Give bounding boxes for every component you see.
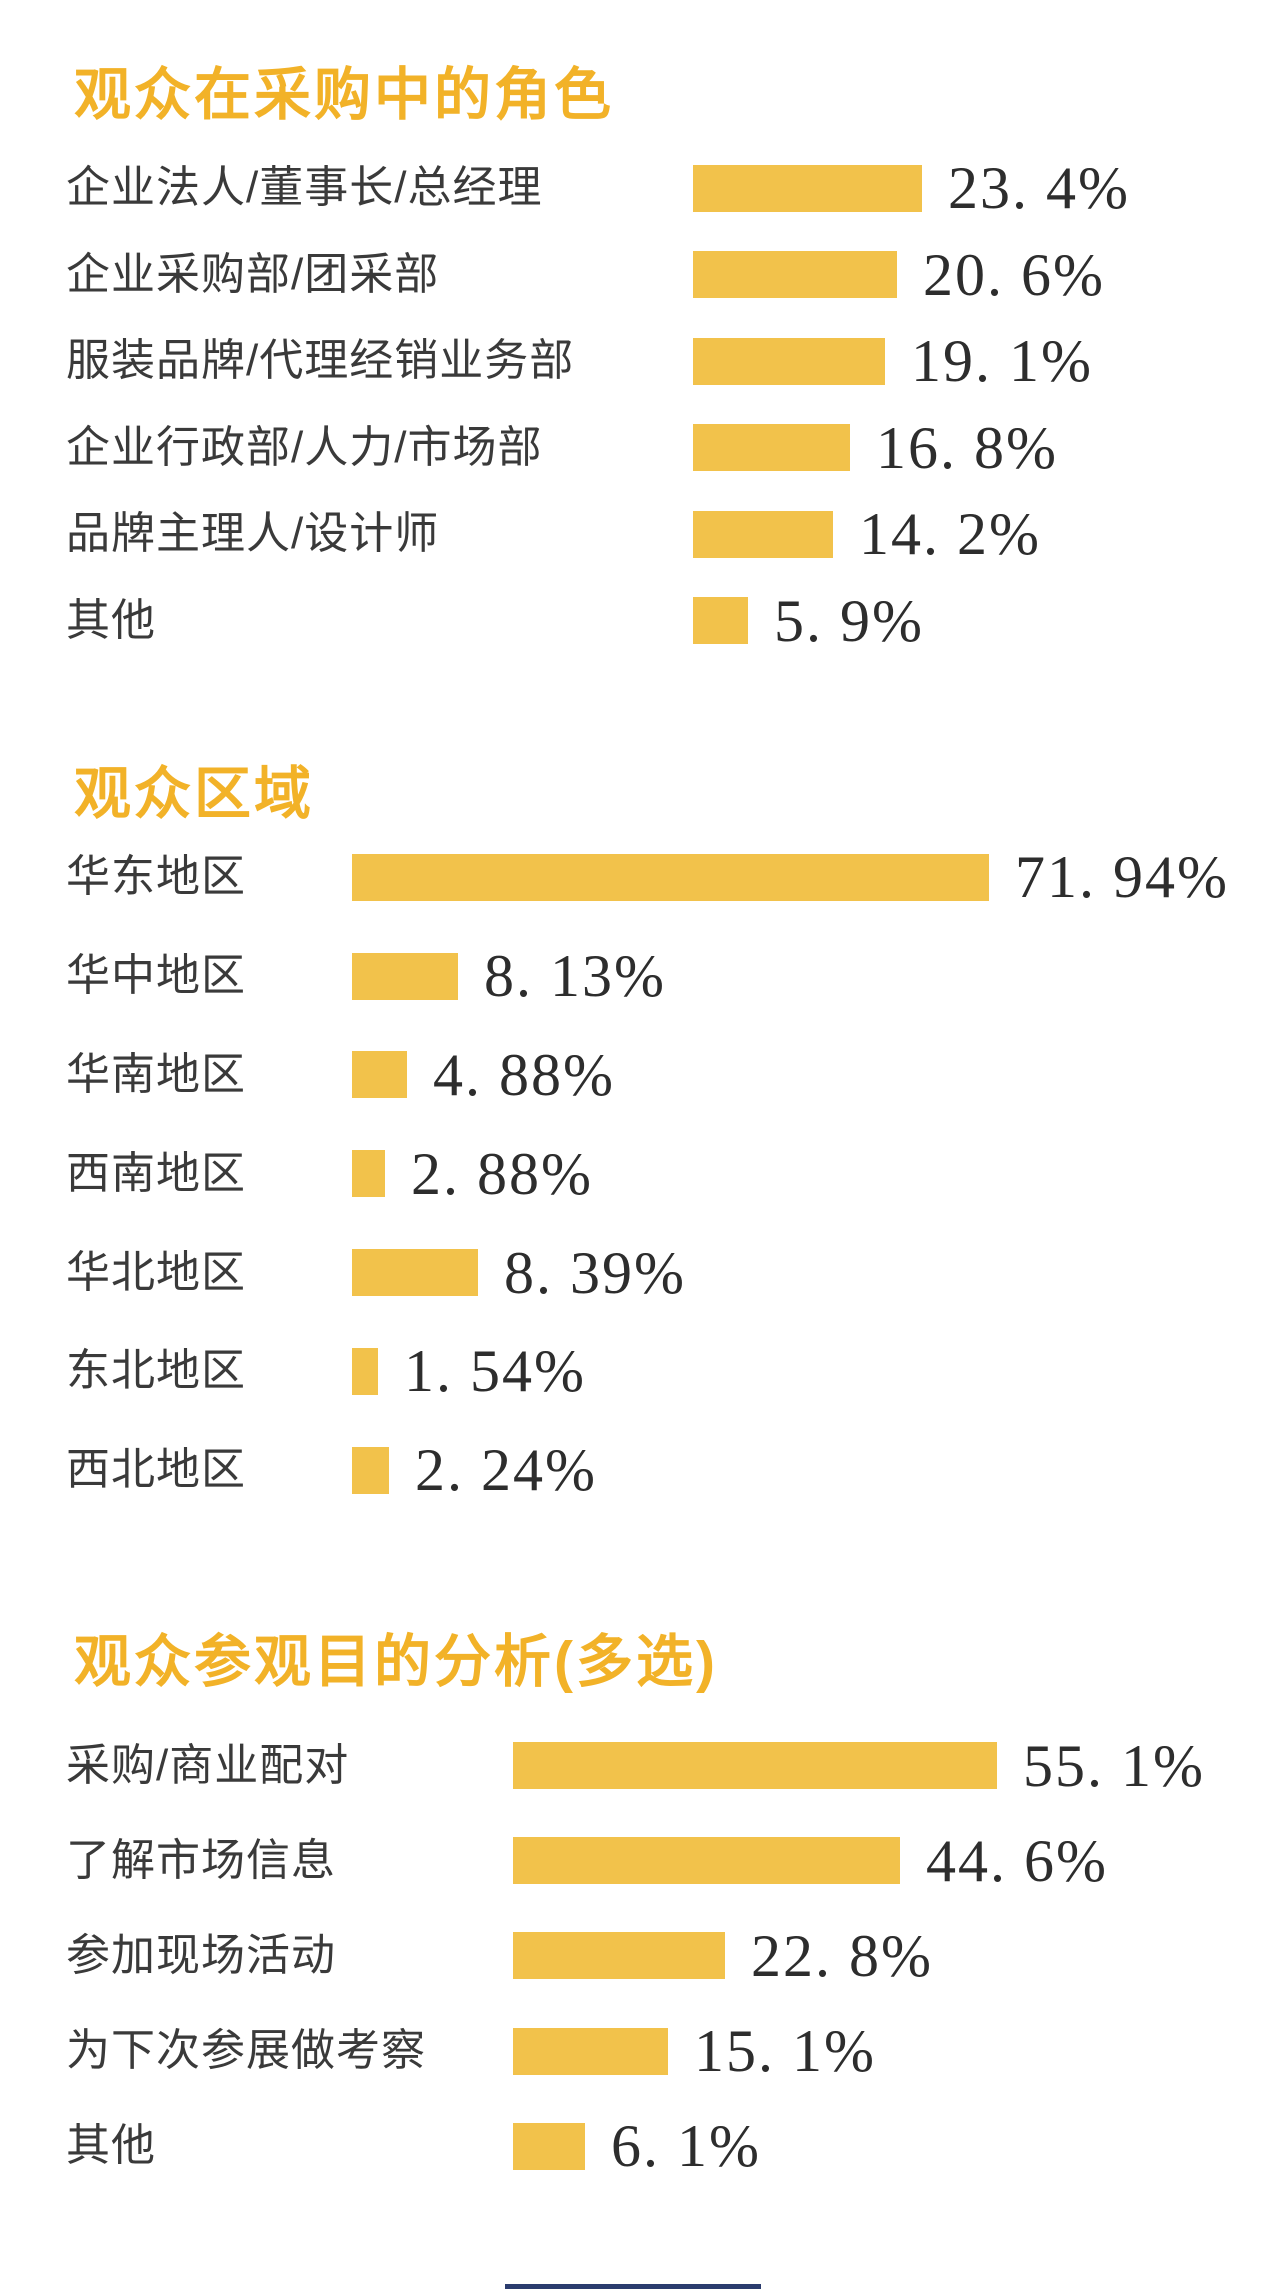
category-label: 采购/商业配对 <box>66 1740 350 1790</box>
chart-row: 华北地区 8. 39% <box>0 1223 1280 1322</box>
bar <box>693 251 897 299</box>
chart-row: 西南地区 2. 88% <box>0 1124 1280 1223</box>
value-label: 6. 1% <box>611 2113 761 2180</box>
category-label: 企业行政部/人力/市场部 <box>66 422 543 472</box>
value-label: 8. 13% <box>484 943 666 1010</box>
bar <box>513 2027 668 2075</box>
value-label: 2. 88% <box>411 1140 593 1207</box>
value-label: 23. 4% <box>948 155 1130 222</box>
chart-row: 其他 6. 1% <box>0 2099 1280 2194</box>
value-label: 15. 1% <box>694 2018 876 2085</box>
value-label: 2. 24% <box>415 1437 597 1504</box>
value-label: 20. 6% <box>923 241 1105 308</box>
chart-row: 西北地区 2. 24% <box>0 1421 1280 1520</box>
bar <box>352 1249 478 1297</box>
bar <box>693 510 833 558</box>
category-label: 西北地区 <box>66 1445 246 1495</box>
chart-row: 为下次参展做考察 15. 1% <box>0 2004 1280 2099</box>
section-title-regions: 观众区域 <box>74 762 314 826</box>
section-title-roles: 观众在采购中的角色 <box>74 63 614 127</box>
value-label: 8. 39% <box>504 1239 686 1306</box>
bar <box>352 952 458 1000</box>
category-label: 了解市场信息 <box>66 1835 336 1885</box>
chart-row: 华南地区 4. 88% <box>0 1026 1280 1125</box>
chart-row: 企业行政部/人力/市场部 16. 8% <box>0 405 1280 492</box>
chart-row: 东北地区 1. 54% <box>0 1322 1280 1421</box>
value-label: 44. 6% <box>926 1827 1108 1894</box>
category-label: 华东地区 <box>66 852 246 902</box>
category-label: 华中地区 <box>66 951 246 1001</box>
chart-row: 参加现场活动 22. 8% <box>0 1908 1280 2003</box>
value-label: 5. 9% <box>774 587 924 654</box>
chart-row: 其他 5. 9% <box>0 578 1280 665</box>
next-section-edge <box>505 2284 761 2289</box>
bar <box>352 1150 385 1198</box>
bar <box>352 1051 407 1099</box>
chart-row: 华中地区 8. 13% <box>0 927 1280 1026</box>
category-label: 华南地区 <box>66 1049 246 1099</box>
category-label: 品牌主理人/设计师 <box>66 509 440 559</box>
chart-row: 服装品牌/代理经销业务部 19. 1% <box>0 318 1280 405</box>
value-label: 71. 94% <box>1015 844 1229 911</box>
category-label: 华北地区 <box>66 1247 246 1297</box>
value-label: 16. 8% <box>876 414 1058 481</box>
bar <box>693 424 850 472</box>
value-label: 4. 88% <box>433 1041 615 1108</box>
chart-row: 企业法人/董事长/总经理 23. 4% <box>0 145 1280 232</box>
bar <box>513 1932 725 1980</box>
section-title-purpose: 观众参观目的分析(多选) <box>74 1630 718 1694</box>
category-label: 企业采购部/团采部 <box>66 249 440 299</box>
value-label: 14. 2% <box>859 501 1041 568</box>
chart-purpose: 采购/商业配对 55. 1% 了解市场信息 44. 6% 参加现场活动 22. … <box>0 1718 1280 2194</box>
value-label: 19. 1% <box>911 328 1093 395</box>
category-label: 为下次参展做考察 <box>66 2026 426 2076</box>
category-label: 服装品牌/代理经销业务部 <box>66 336 575 386</box>
chart-regions: 华东地区 71. 94% 华中地区 8. 13% 华南地区 4. 88% 西南地… <box>0 828 1280 1520</box>
bar <box>513 1837 900 1885</box>
bar <box>693 164 922 212</box>
value-label: 55. 1% <box>1023 1732 1205 1799</box>
category-label: 东北地区 <box>66 1346 246 1396</box>
value-label: 1. 54% <box>404 1338 586 1405</box>
category-label: 其他 <box>66 2121 156 2171</box>
chart-row: 品牌主理人/设计师 14. 2% <box>0 491 1280 578</box>
chart-row: 华东地区 71. 94% <box>0 828 1280 927</box>
category-label: 参加现场活动 <box>66 1930 336 1980</box>
chart-row: 了解市场信息 44. 6% <box>0 1813 1280 1908</box>
bar <box>352 1446 389 1494</box>
bar <box>693 337 885 385</box>
chart-row: 采购/商业配对 55. 1% <box>0 1718 1280 1813</box>
value-label: 22. 8% <box>751 1922 933 1989</box>
bar <box>513 2122 585 2170</box>
category-label: 西南地区 <box>66 1148 246 1198</box>
chart-roles: 企业法人/董事长/总经理 23. 4% 企业采购部/团采部 20. 6% 服装品… <box>0 145 1280 664</box>
category-label: 企业法人/董事长/总经理 <box>66 163 543 213</box>
bar <box>513 1742 997 1790</box>
bar <box>693 597 748 645</box>
category-label: 其他 <box>66 595 156 645</box>
bar <box>352 1347 378 1395</box>
chart-row: 企业采购部/团采部 20. 6% <box>0 232 1280 319</box>
bar <box>352 853 989 901</box>
